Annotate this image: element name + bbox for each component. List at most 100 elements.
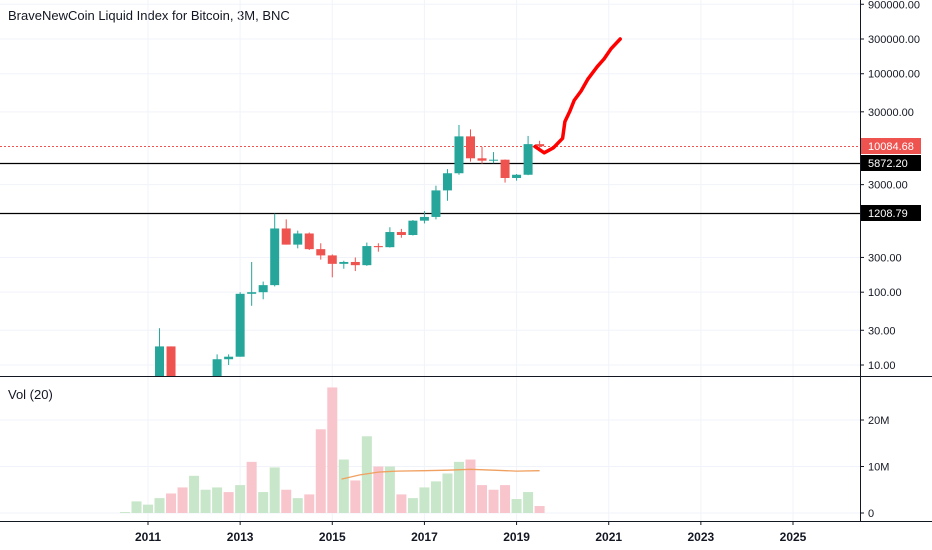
price-tick-label: 900000.00 <box>868 0 920 11</box>
volume-bar <box>154 498 165 513</box>
volume-bar <box>143 504 153 513</box>
candle-body <box>500 159 510 178</box>
time-tick-label: 2017 <box>411 530 438 544</box>
price-tick-label: 100000.00 <box>868 69 920 81</box>
volume-bar <box>131 501 142 513</box>
price-tick-label: 300.00 <box>868 252 902 264</box>
volume-ma-line <box>341 468 540 480</box>
volume-title: Vol (20) <box>8 387 53 402</box>
volume-bar <box>200 489 211 513</box>
price-line-label-bg <box>861 205 921 221</box>
price-tick-label: 300000.00 <box>868 34 920 46</box>
candle-body <box>327 255 337 264</box>
chart-title: BraveNewCoin Liquid Index for Bitcoin, 3… <box>8 8 290 23</box>
candle-body <box>155 346 165 376</box>
volume-bar <box>177 487 188 513</box>
price-line-label: 1208.79 <box>868 208 908 220</box>
time-tick-label: 2025 <box>780 530 807 544</box>
volume-bar <box>407 498 418 513</box>
volume-bar <box>338 459 349 513</box>
volume-bar <box>350 480 361 513</box>
candle-body <box>293 233 303 245</box>
candle-body <box>350 261 360 266</box>
price-pane <box>0 37 860 388</box>
candle-body <box>535 144 545 147</box>
candle-body <box>385 232 395 248</box>
candle-body <box>212 359 222 376</box>
volume-bar <box>465 459 476 513</box>
volume-bar <box>511 499 522 513</box>
volume-bar <box>315 429 326 513</box>
price-line-label: 10084.68 <box>868 141 914 153</box>
candle-body <box>408 220 418 236</box>
candle-body <box>477 158 487 161</box>
volume-bar <box>523 492 534 513</box>
price-tick-label: 10.00 <box>868 360 896 372</box>
volume-bar <box>327 387 338 513</box>
price-tick-label: 3000.00 <box>868 180 908 192</box>
volume-bar <box>373 466 384 513</box>
volume-tick-label: 10M <box>868 462 889 474</box>
candle-body <box>442 173 452 191</box>
candle-body <box>396 232 406 236</box>
time-tick-label: 2019 <box>503 530 530 544</box>
candle-body <box>270 228 280 286</box>
volume-bar <box>442 473 453 513</box>
volume-bar <box>488 489 499 513</box>
candle-body <box>281 228 291 245</box>
candle-body <box>304 233 314 250</box>
time-tick-label: 2023 <box>688 530 715 544</box>
candle-body <box>316 249 326 256</box>
time-tick-label: 2021 <box>595 530 622 544</box>
volume-bar <box>246 461 257 513</box>
drawing-path <box>533 37 622 155</box>
volume-bar <box>212 487 223 513</box>
volume-bar <box>534 506 545 513</box>
time-tick-label: 2011 <box>135 530 161 544</box>
volume-bar <box>269 467 280 513</box>
volume-bar <box>384 466 395 513</box>
price-tick-label: 30000.00 <box>868 107 914 119</box>
volume-bar <box>477 485 488 513</box>
price-line-label: 5872.20 <box>868 158 908 170</box>
candle-body <box>190 387 199 388</box>
time-tick-label: 2015 <box>319 530 346 544</box>
candle-body <box>362 246 372 266</box>
price-tick-label: 100.00 <box>868 287 902 299</box>
price-line-label-bg <box>861 155 921 171</box>
candle-body <box>431 190 441 217</box>
candle-body <box>489 159 499 161</box>
candle-body <box>466 136 475 159</box>
candle-body <box>247 292 257 294</box>
volume-bar <box>500 485 511 513</box>
volume-bar <box>223 492 234 513</box>
volume-bar <box>361 436 372 513</box>
volume-bar <box>189 475 200 513</box>
candle-body <box>419 216 429 221</box>
volume-tick-label: 20M <box>868 415 889 427</box>
candle-body <box>512 174 522 178</box>
volume-bar <box>166 493 177 513</box>
volume-bar <box>419 487 430 513</box>
candle-body <box>258 285 268 293</box>
price-line-label-bg <box>861 138 921 154</box>
volume-bar <box>396 494 407 513</box>
volume-bar <box>119 512 130 513</box>
candle-body <box>235 293 245 357</box>
candle-body <box>339 261 349 264</box>
volume-bar <box>453 461 464 513</box>
volume-bar <box>304 494 315 513</box>
price-tick-label: 30.00 <box>868 325 896 337</box>
candle-body <box>373 246 383 248</box>
volume-bar <box>292 498 303 513</box>
candle-body <box>166 346 176 376</box>
candle-body <box>523 144 533 175</box>
volume-bar <box>281 489 292 513</box>
time-tick-label: 2013 <box>227 530 254 544</box>
volume-bar <box>258 492 269 513</box>
candle-body <box>224 356 234 360</box>
volume-bar <box>235 485 246 513</box>
volume-bar <box>430 481 441 513</box>
